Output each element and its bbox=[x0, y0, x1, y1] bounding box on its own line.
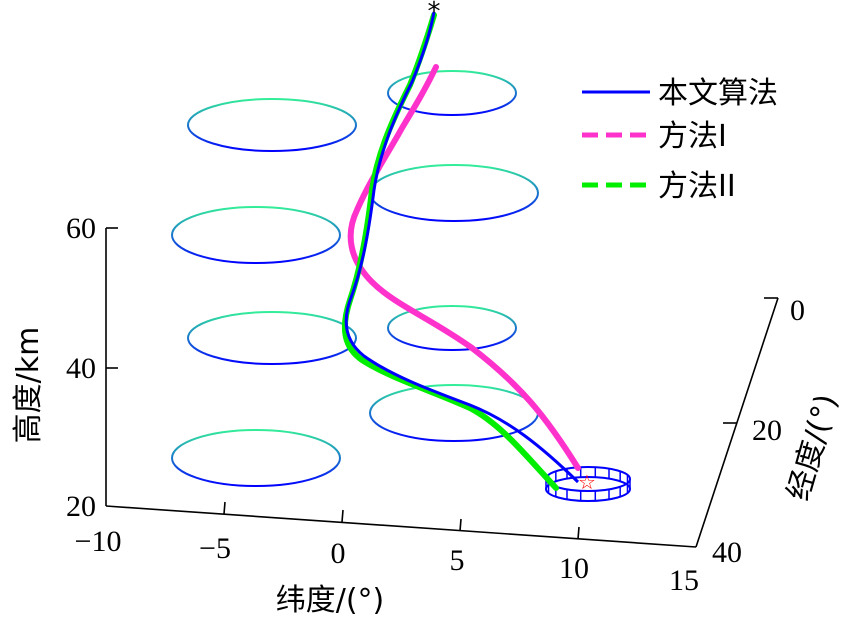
cylinder-goal-bottom-ring bbox=[545, 476, 631, 502]
cylinder-front-left-top-ring bbox=[171, 206, 341, 264]
cylinder-front-left-bottom-ring bbox=[171, 429, 341, 487]
z-tick-label-40: 40 bbox=[66, 352, 96, 385]
legend-item-method-2: 方法II bbox=[582, 169, 736, 204]
cylinder-front-right bbox=[369, 164, 539, 442]
x-tick-label-10: 10 bbox=[559, 552, 589, 585]
x-tick-label-m10: −10 bbox=[75, 525, 122, 558]
path-method-2 bbox=[341, 12, 559, 491]
z-axis-title: 高度/km bbox=[11, 327, 46, 444]
path-proposed bbox=[344, 11, 580, 484]
tick-labels: 60 40 20 −10 −5 0 5 10 15 0 20 40 bbox=[66, 212, 805, 597]
legend-item-method-1: 方法I bbox=[582, 119, 727, 154]
cylinder-front-left bbox=[171, 206, 341, 487]
y-tick-label-0: 0 bbox=[790, 294, 805, 327]
y-axis-title: 经度/(°) bbox=[781, 390, 845, 504]
z-tick-label-20: 20 bbox=[66, 490, 96, 523]
axes bbox=[105, 227, 779, 548]
obstacle-cylinders bbox=[171, 70, 631, 502]
x-tick-label-m5: −5 bbox=[199, 532, 231, 565]
cylinder-back-right-bottom-ring bbox=[387, 305, 517, 351]
x-tick-label-5: 5 bbox=[450, 544, 465, 577]
trajectories bbox=[341, 11, 581, 491]
x-tick-label-0: 0 bbox=[331, 537, 346, 570]
cylinder-back-left bbox=[187, 98, 357, 365]
goal-marker: ☆ bbox=[578, 470, 596, 494]
y-tick-label-20: 20 bbox=[752, 414, 782, 447]
start-marker: * bbox=[428, 0, 441, 27]
legend-item-proposed: 本文算法 bbox=[582, 76, 778, 111]
x-tick-label-15: 15 bbox=[669, 564, 699, 597]
legend-label-method-2: 方法II bbox=[658, 169, 736, 204]
x-tick-5 bbox=[459, 518, 462, 532]
cylinder-back-right bbox=[387, 70, 517, 351]
legend-label-proposed: 本文算法 bbox=[658, 76, 778, 111]
cylinder-back-right-top-ring bbox=[387, 70, 517, 116]
x-tick-0 bbox=[341, 509, 344, 523]
z-tick-label-60: 60 bbox=[66, 212, 96, 245]
x-axis-line bbox=[105, 505, 697, 548]
cylinder-back-left-top-ring bbox=[187, 98, 357, 152]
legend-label-method-1: 方法I bbox=[658, 119, 727, 154]
cylinder-back-left-bottom-ring bbox=[187, 311, 357, 365]
legend: 本文算法 方法I 方法II bbox=[582, 76, 778, 204]
x-tick-10 bbox=[577, 526, 580, 540]
y-tick-label-40: 40 bbox=[712, 536, 742, 569]
x-axis-title: 纬度/(°) bbox=[276, 583, 385, 618]
x-tick-m5 bbox=[223, 501, 226, 515]
